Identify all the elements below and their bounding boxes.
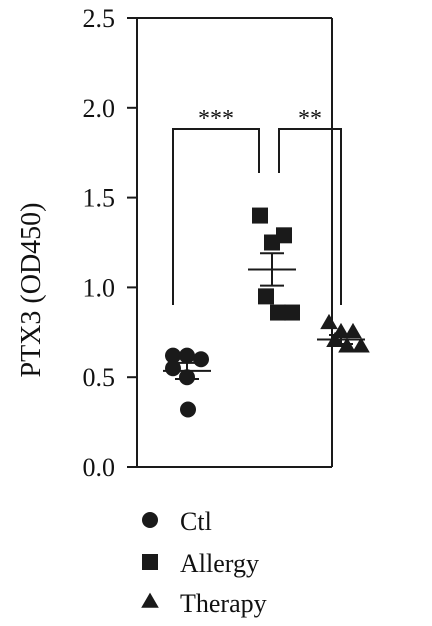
legend-label: Allergy [180, 549, 259, 578]
data-points [165, 207, 370, 418]
data-point-ctl [165, 347, 181, 364]
y-axis-label: PTX3 (OD450) [16, 203, 47, 378]
data-point-ctl [180, 401, 196, 418]
legend-marker-circle [142, 512, 158, 528]
significance-label: *** [198, 106, 234, 132]
legend-item-ctl: Ctl [142, 507, 212, 536]
data-point-allergy [284, 304, 300, 321]
data-point-allergy [264, 234, 280, 251]
data-point-ctl [179, 369, 195, 386]
bracket-allergy-therapy [278, 128, 342, 305]
data-point-allergy [258, 288, 274, 305]
legend-label: Ctl [180, 507, 212, 536]
data-point-therapy [332, 322, 350, 339]
legend-marker-square [142, 554, 158, 570]
data-point-therapy [326, 331, 344, 348]
data-point-therapy [320, 313, 338, 330]
data-point-therapy [352, 337, 370, 353]
legend: Ctl Allergy Therapy [141, 507, 267, 618]
data-point-ctl [179, 347, 195, 364]
legend-label: Therapy [180, 589, 267, 618]
data-point-ctl [165, 360, 181, 377]
y-tick-label: 0.0 [83, 453, 116, 482]
y-axis: 0.0 0.5 1.0 1.5 2.0 2.5 [83, 4, 137, 482]
legend-marker-triangle [141, 592, 159, 608]
plot-frame [136, 17, 333, 468]
y-tick-label: 2.0 [83, 94, 116, 123]
legend-item-allergy: Allergy [142, 549, 259, 578]
data-point-allergy [252, 207, 268, 224]
data-point-ctl [193, 351, 209, 368]
bracket-ctl-allergy [172, 128, 260, 305]
data-point-allergy [270, 304, 286, 321]
y-tick-label: 1.0 [83, 273, 116, 302]
significance-brackets: *** ** [172, 106, 342, 305]
data-point-therapy [344, 322, 362, 339]
significance-label: ** [298, 106, 322, 132]
y-tick-label: 1.5 [83, 184, 116, 213]
legend-item-therapy: Therapy [141, 589, 267, 618]
data-point-therapy [338, 337, 356, 353]
y-tick-label: 0.5 [83, 363, 116, 392]
y-tick-label: 2.5 [83, 4, 116, 33]
